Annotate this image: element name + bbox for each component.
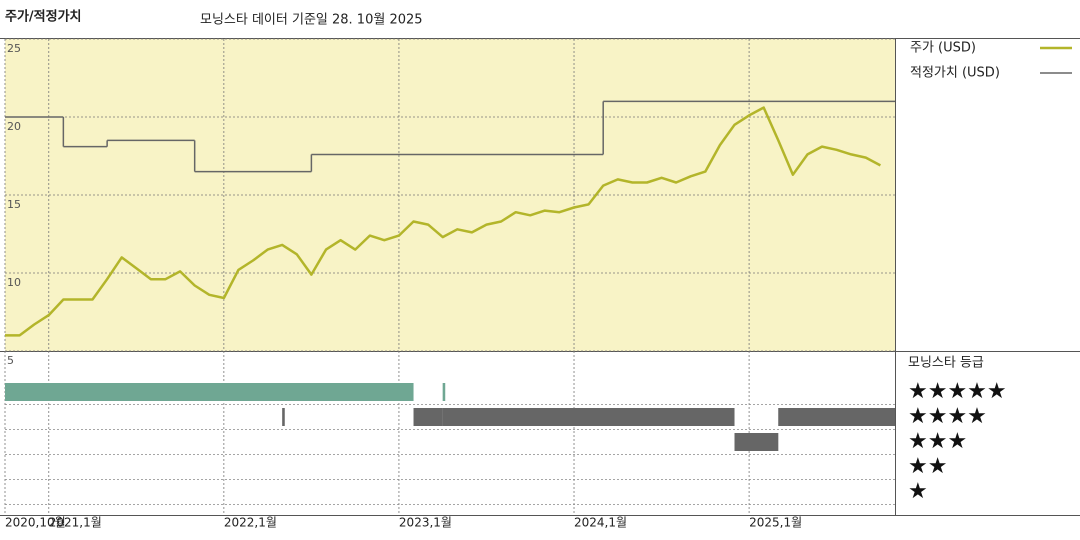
legend-label: 적정가치 (USD) bbox=[910, 66, 1000, 81]
x-tick-label: 2024,1월 bbox=[574, 516, 627, 530]
rating-texture bbox=[413, 408, 443, 426]
x-tick-label: 2021,1월 bbox=[49, 516, 102, 530]
rating-legend-stars: ★★ bbox=[908, 454, 947, 479]
y-tick-label: 20 bbox=[7, 120, 21, 133]
x-tick-label: 2022,1월 bbox=[224, 516, 277, 530]
rating-texture bbox=[442, 383, 446, 401]
rating-texture bbox=[442, 408, 735, 426]
rating-legend-stars: ★★★★ bbox=[908, 404, 987, 429]
y-tick-label: 5 bbox=[7, 354, 14, 367]
rating-texture bbox=[734, 433, 779, 451]
rating-legend-stars: ★★★★★ bbox=[908, 379, 1007, 404]
rating-legend-stars: ★★★ bbox=[908, 429, 967, 454]
price-line bbox=[5, 106, 881, 337]
x-tick-label: 2025,1월 bbox=[749, 516, 802, 530]
rating-title: 모닝스타 등급 bbox=[908, 356, 984, 371]
legend-label: 주가 (USD) bbox=[910, 41, 976, 56]
chart-title: 주가/적정가치 bbox=[5, 9, 82, 25]
y-tick-label: 25 bbox=[7, 42, 21, 55]
x-tick-label: 2023,1월 bbox=[399, 516, 452, 530]
rating-texture bbox=[5, 383, 414, 401]
x-tick-label: 2020,10월 bbox=[5, 516, 66, 530]
y-tick-label: 15 bbox=[7, 198, 21, 211]
rating-legend-stars: ★ bbox=[908, 479, 928, 504]
rating-texture bbox=[778, 408, 895, 426]
chart-subtitle: 모닝스타 데이터 기준일 28. 10월 2025 bbox=[200, 13, 423, 28]
rating-texture bbox=[282, 408, 285, 426]
y-tick-label: 10 bbox=[7, 276, 21, 289]
